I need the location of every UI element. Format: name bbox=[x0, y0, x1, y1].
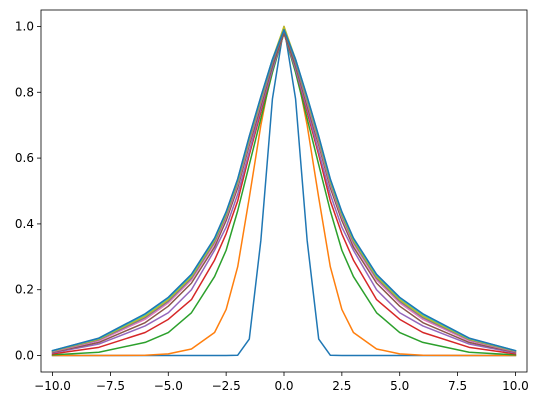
y-tick-label: 0.6 bbox=[15, 151, 34, 165]
series-line-1 bbox=[51, 25, 517, 357]
x-tick-label: 0.0 bbox=[274, 379, 293, 393]
series-line-11 bbox=[51, 29, 517, 352]
y-tick-label: 0.8 bbox=[15, 85, 34, 99]
series-line-3 bbox=[51, 32, 517, 356]
series-line-4 bbox=[51, 32, 517, 355]
y-tick-label: 0.0 bbox=[15, 349, 34, 363]
y-tick-label: 1.0 bbox=[15, 19, 34, 33]
series-line-7 bbox=[51, 25, 517, 353]
series-line-9 bbox=[51, 25, 517, 352]
y-axis: 0.0 0.2 0.4 0.6 0.8 1.0 bbox=[15, 19, 41, 363]
series-layer bbox=[51, 25, 517, 357]
series-line-8 bbox=[51, 29, 517, 353]
series-line-5 bbox=[51, 32, 517, 354]
y-tick-label: 0.2 bbox=[15, 283, 34, 297]
plot-frame bbox=[40, 9, 528, 373]
x-tick-label: −7.5 bbox=[96, 379, 125, 393]
x-tick-label: 5.0 bbox=[390, 379, 409, 393]
series-line-10 bbox=[51, 29, 517, 352]
x-tick-label: −5.0 bbox=[154, 379, 183, 393]
x-axis: −10.0 −7.5 −5.0 −2.5 0.0 2.5 5.0 7.5 10.0 bbox=[34, 372, 529, 393]
x-tick-label: 2.5 bbox=[332, 379, 351, 393]
x-tick-label: 7.5 bbox=[448, 379, 467, 393]
x-tick-label: 10.0 bbox=[502, 379, 529, 393]
y-tick-label: 0.4 bbox=[15, 217, 34, 231]
x-tick-label: −10.0 bbox=[34, 379, 71, 393]
series-line-2 bbox=[51, 29, 517, 357]
x-tick-label: −2.5 bbox=[212, 379, 241, 393]
series-line-6 bbox=[51, 32, 517, 354]
